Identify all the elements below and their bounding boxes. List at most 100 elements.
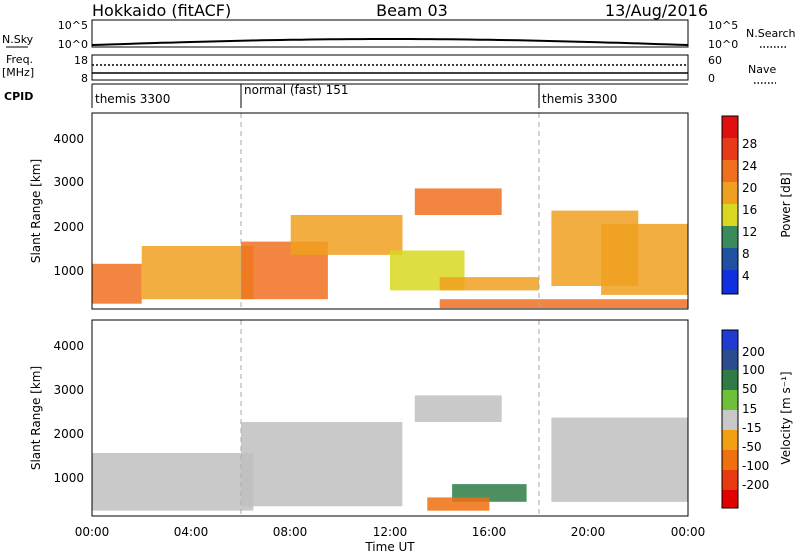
cpid-label: CPID (4, 90, 33, 103)
freq-label: Freq. (6, 53, 33, 66)
vel-ytick-1000: 1000 (53, 471, 84, 485)
velocity-region-0 (92, 453, 254, 511)
freq-frame (91, 54, 689, 81)
velocity-panel: 4000 3000 2000 1000 Slant Range [km] 200… (29, 319, 793, 517)
power-colorbar: 28 24 20 16 12 8 4 Power [dB] (721, 115, 793, 295)
velocity-region-3 (452, 484, 527, 502)
power-heatmap-cells (92, 188, 688, 309)
vel-cb-50 (722, 370, 738, 390)
power-region-9 (601, 223, 688, 295)
vel-ytick-2000: 2000 (53, 427, 84, 441)
cpid-segment-2: themis 3300 (542, 92, 617, 106)
power-ytick-4000: 4000 (53, 132, 84, 146)
x-axis: 00:00 04:00 08:00 12:00 16:00 20:00 00:0… (75, 525, 706, 554)
xtick-6: 00:00 (671, 525, 706, 539)
power-ytick-1000: 1000 (53, 264, 84, 278)
cpid-segment-0: themis 3300 (95, 92, 170, 106)
vel-cb-tick-m200: -200 (742, 478, 769, 492)
power-cb-tick-28: 28 (742, 137, 757, 151)
power-cb-12 (722, 204, 738, 226)
power-cb-tick-24: 24 (742, 159, 757, 173)
power-region-1 (141, 246, 254, 300)
date-label: 13/Aug/2016 (605, 1, 708, 20)
beam-label: Beam 03 (376, 1, 448, 20)
freq-tick-top: 18 (74, 54, 88, 67)
freq-tick-bottom: 8 (81, 72, 88, 85)
vel-ytick-4000: 4000 (53, 339, 84, 353)
vel-cb-m200 (722, 490, 738, 508)
vel-cb-200 (722, 330, 738, 350)
power-region-5 (414, 188, 502, 215)
nsky-strip: N.Sky 10^5 10^0 10^5 10^0 N.Search (2, 19, 796, 51)
power-cb-tick-4: 4 (742, 269, 750, 283)
freq-strip: Freq. [MHz] 18 8 60 0 Nave (2, 53, 776, 85)
power-ylabel: Slant Range [km] (29, 159, 43, 263)
vel-cb-tick-m100: -100 (742, 459, 769, 473)
nave-tick-bottom: 0 (708, 72, 715, 85)
vel-cb-tick-m50: -50 (742, 440, 762, 454)
power-cb-24 (722, 138, 738, 160)
power-ytick-2000: 2000 (53, 220, 84, 234)
nsky-tick-bottom: 10^0 (58, 38, 88, 51)
velocity-ylabel: Slant Range [km] (29, 366, 43, 470)
velocity-region-5 (551, 417, 688, 502)
power-cb-16 (722, 182, 738, 204)
velocity-cbar-label: Velocity [m s⁻¹] (779, 371, 793, 464)
vel-cb-tick-15: 15 (742, 402, 757, 416)
power-cb-20 (722, 160, 738, 182)
nsearch-label: N.Search (746, 27, 796, 40)
vel-cb-m15 (722, 430, 738, 450)
vel-cb-frame (721, 329, 739, 509)
nsky-trace (91, 38, 689, 46)
velocity-region-4 (427, 497, 490, 511)
power-cb-4 (722, 248, 738, 270)
xtick-0: 00:00 (75, 525, 110, 539)
vel-cb-m50 (722, 450, 738, 470)
vel-cb-0 (722, 410, 738, 430)
vel-cb-m100 (722, 470, 738, 490)
xtick-4: 16:00 (472, 525, 507, 539)
velocity-frame (91, 319, 689, 517)
nsearch-tick-bottom: 10^0 (708, 38, 738, 51)
xtick-3: 12:00 (373, 525, 408, 539)
power-cb-tick-16: 16 (742, 203, 757, 217)
power-cb-0 (722, 270, 738, 294)
power-cb-tick-12: 12 (742, 225, 757, 239)
power-cb-tick-20: 20 (742, 181, 757, 195)
velocity-region-2 (414, 395, 502, 422)
nave-tick-top: 60 (708, 54, 722, 67)
x-axis-label: Time UT (364, 540, 415, 554)
power-region-0 (92, 263, 142, 304)
power-cb-tick-8: 8 (742, 247, 750, 261)
vel-cb-tick-m15: -15 (742, 421, 762, 435)
power-cbar-label: Power [dB] (779, 172, 793, 237)
vel-ytick-3000: 3000 (53, 383, 84, 397)
vel-cb-tick-200: 200 (742, 345, 765, 359)
power-region-6 (439, 277, 539, 291)
nave-label: Nave (748, 63, 776, 76)
xtick-2: 08:00 (273, 525, 308, 539)
power-ytick-3000: 3000 (53, 175, 84, 189)
vel-cb-100 (722, 350, 738, 370)
power-cb-28 (722, 116, 738, 138)
xtick-1: 04:00 (174, 525, 209, 539)
xtick-5: 20:00 (571, 525, 606, 539)
power-region-3 (290, 215, 403, 255)
velocity-region-1 (241, 422, 403, 507)
velocity-colorbar: 200 100 50 15 -15 -50 -100 -200 Velocity… (721, 329, 793, 509)
power-panel: 4000 3000 2000 1000 Slant Range [km] 28 … (29, 112, 793, 310)
nsearch-tick-top: 10^5 (708, 19, 738, 32)
power-cb-frame (721, 115, 739, 295)
nsky-label: N.Sky (2, 33, 34, 46)
nsky-tick-top: 10^5 (58, 19, 88, 32)
power-frame (91, 112, 689, 310)
radar-title: Hokkaido (fitACF) (92, 1, 231, 20)
cpid-segment-1: normal (fast) 151 (244, 83, 348, 97)
vel-cb-tick-100: 100 (742, 363, 765, 377)
cpid-strip: CPID themis 3300 normal (fast) 151 themi… (4, 83, 688, 108)
power-region-7 (439, 299, 688, 309)
nsky-frame (91, 19, 689, 48)
velocity-heatmap-cells (92, 395, 688, 511)
power-cb-8 (722, 226, 738, 248)
